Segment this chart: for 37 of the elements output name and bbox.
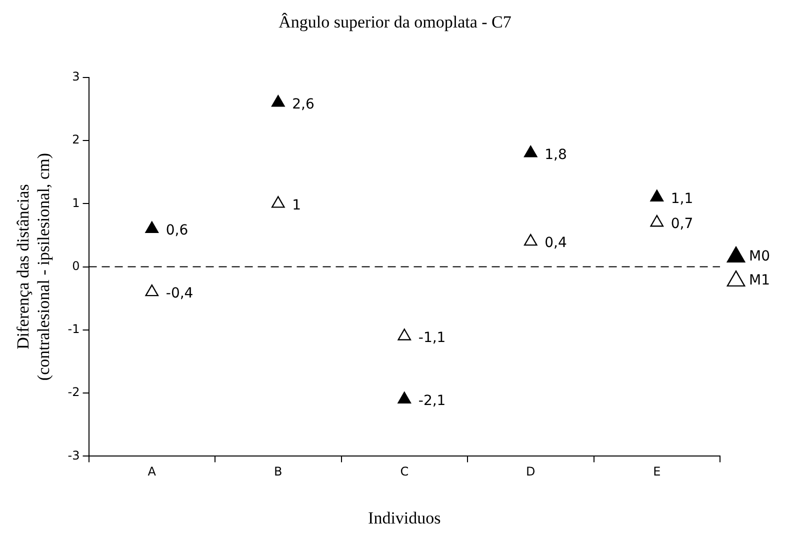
- y-tick-label: 0: [72, 258, 80, 273]
- y-tick-label: -3: [68, 448, 80, 462]
- point: [524, 234, 538, 246]
- data-label: 0,7: [670, 216, 694, 232]
- point: [271, 95, 285, 107]
- point: [398, 392, 412, 404]
- data-label: 2,6: [292, 96, 314, 112]
- y-tick-label: 3: [72, 70, 80, 84]
- chart-title: Ângulo superior da omoplata - C7: [278, 12, 512, 32]
- x-tick-label: A: [148, 464, 157, 479]
- point: [145, 284, 159, 296]
- y-tick-label: -1: [68, 322, 80, 336]
- data-label: -1,1: [418, 330, 446, 346]
- x-tick-label: C: [400, 464, 409, 479]
- y-axis-title: Diferença das distâncias (contralesional - ipsilesional, cm): [14, 153, 54, 381]
- data-label: -0,4: [166, 286, 194, 302]
- x-tick-label: B: [274, 464, 282, 479]
- legend-label: M0: [749, 248, 770, 265]
- point: [145, 221, 159, 234]
- data-label: 0,4: [544, 235, 567, 252]
- x-axis-title: Individuos: [368, 508, 441, 528]
- data-label: 0,6: [166, 222, 188, 239]
- y-tick-label: 2: [72, 132, 80, 147]
- data-label: 1,8: [544, 146, 567, 163]
- point: [650, 190, 664, 202]
- point: [650, 215, 664, 227]
- data-label: -2,1: [418, 393, 446, 410]
- point: [271, 196, 285, 208]
- legend-label: M1: [749, 272, 770, 289]
- x-tick-label: D: [526, 464, 536, 479]
- data-label: 1,1: [670, 190, 694, 207]
- y-tick-label: -2: [68, 385, 80, 400]
- y-tick-label: 1: [72, 196, 80, 210]
- point: [524, 146, 538, 158]
- data-label: 1: [292, 197, 302, 214]
- point: [398, 328, 412, 340]
- x-tick-label: E: [653, 464, 661, 479]
